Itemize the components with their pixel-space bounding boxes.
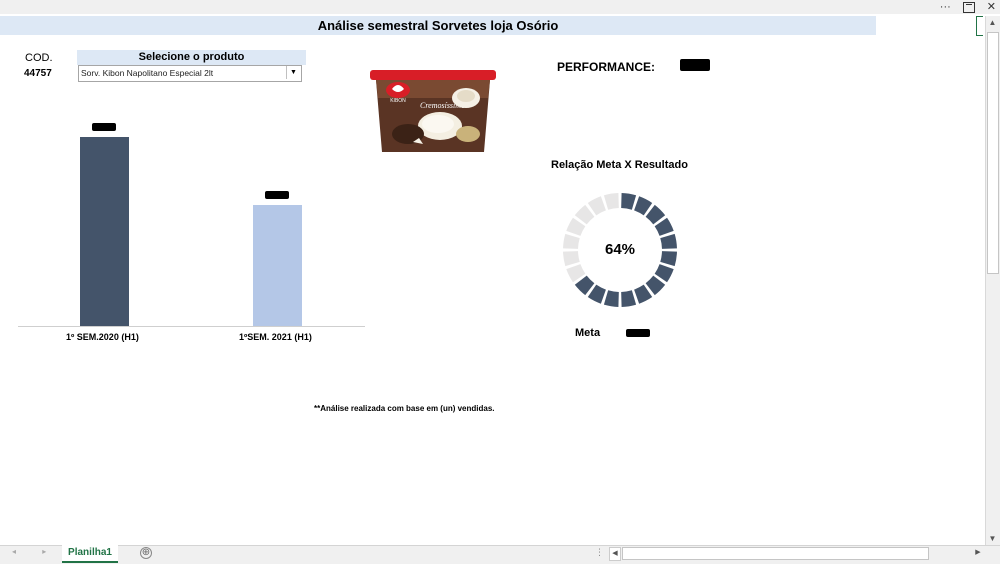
gauge-segment <box>634 196 653 216</box>
more-options-icon[interactable]: ··· <box>939 1 951 13</box>
gauge-segment <box>660 251 677 267</box>
window-buttons: ··· ✕ <box>940 0 996 14</box>
gauge-segment <box>645 275 666 296</box>
bar-h1-2020 <box>79 136 129 326</box>
page-title: Análise semestral Sorvetes loja Osório <box>317 18 559 33</box>
chevron-down-icon[interactable]: ▼ <box>286 66 300 79</box>
performance-value-redacted <box>680 59 710 71</box>
product-dropdown[interactable] <box>78 65 302 82</box>
bar-h1-2021 <box>252 204 302 326</box>
performance-label: PERFORMANCE: <box>557 60 655 74</box>
x-tick-label-h1-2021: 1ºSEM. 2021 (H1) <box>239 332 312 342</box>
scroll-down-icon[interactable]: ▼ <box>988 534 997 543</box>
close-icon[interactable]: ✕ <box>986 1 996 13</box>
svg-text:KIBON: KIBON <box>390 98 406 104</box>
product-dropdown-value[interactable]: Sorv. Kibon Napolitano Especial 2lt <box>81 68 214 78</box>
meta-label: Meta <box>575 327 601 339</box>
data-label-h1-2020 <box>92 122 116 131</box>
gauge-segment <box>603 193 619 210</box>
title-band <box>0 16 876 35</box>
cod-value: 44757 <box>24 68 52 79</box>
gauge-percent: 64% <box>604 241 636 258</box>
scroll-up-icon[interactable]: ▲ <box>988 18 997 27</box>
gauge-title: Relação Meta X Resultado <box>551 159 688 171</box>
horizontal-scroll-thumb[interactable] <box>622 547 929 560</box>
add-sheet-icon[interactable]: ⊕ <box>140 547 152 559</box>
gauge-segment <box>574 204 595 225</box>
scroll-split-handle-icon[interactable]: ⋮ <box>595 547 604 557</box>
gauge-segment <box>654 217 674 236</box>
gauge-segment <box>621 290 637 307</box>
product-image: KIBON Cremosíssimo <box>370 70 496 152</box>
data-label-h1-2021 <box>265 190 289 199</box>
meta-value-redacted <box>626 329 650 337</box>
gauge-segment <box>587 196 606 216</box>
sheet-tab-planilha1[interactable]: Planilha1 <box>62 545 118 563</box>
gauge-segment <box>621 193 637 210</box>
sheet-nav-arrows-icon[interactable]: ◂ ▸ <box>12 547 59 556</box>
gauge-segment <box>574 275 595 296</box>
gauge-segment <box>563 251 580 267</box>
gauge-segment <box>566 217 586 236</box>
vertical-scroll-thumb[interactable] <box>987 32 999 274</box>
scroll-left-icon[interactable]: ◀ <box>609 547 621 561</box>
chart-baseline <box>18 326 365 327</box>
product-select-header: Selecione o produto <box>77 50 306 65</box>
gauge-segment <box>566 264 586 283</box>
footnote: **Análise realizada com base em (un) ven… <box>314 404 495 413</box>
svg-text:Cremosíssimo: Cremosíssimo <box>420 101 465 110</box>
gauge-segment <box>603 290 619 307</box>
goal-donut-gauge <box>563 193 677 307</box>
x-tick-label-h1-2020: 1º SEM.2020 (H1) <box>66 332 139 342</box>
window-top-bar <box>0 0 1000 14</box>
gauge-segment <box>587 284 606 304</box>
cod-label: COD. <box>25 52 53 64</box>
gauge-segment <box>654 264 674 283</box>
scroll-right-icon[interactable]: ▶ <box>975 549 981 556</box>
active-cell-marker[interactable] <box>976 16 983 36</box>
gauge-segment <box>645 204 666 225</box>
restore-window-icon[interactable] <box>962 2 975 13</box>
bar-chart: 1º SEM.2020 (H1) 1ºSEM. 2021 (H1) <box>18 110 365 350</box>
gauge-segment <box>660 233 677 249</box>
gauge-segment <box>634 284 653 304</box>
gauge-segment <box>563 233 580 249</box>
